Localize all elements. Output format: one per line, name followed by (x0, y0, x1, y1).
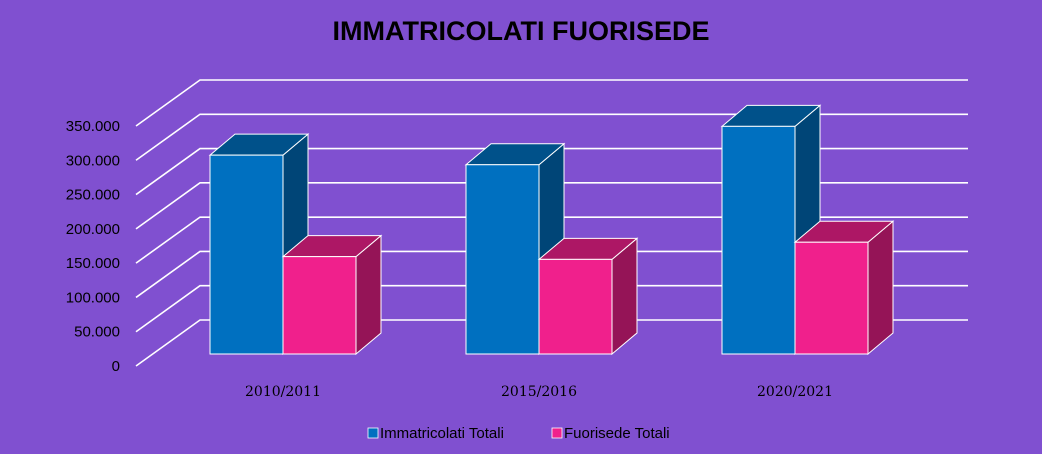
bar (208, 133, 310, 356)
gridline (135, 182, 968, 230)
y-axis-ticks: 0 50.000 100.000 150.000 200.000 250.000 300.0… (66, 118, 120, 375)
bar-front (282, 256, 357, 355)
chart-title: IMMATRICOLATI FUORISEDE (333, 16, 710, 46)
bar-front (209, 154, 284, 355)
gridline (135, 113, 968, 161)
bar (537, 237, 639, 356)
gridline (135, 250, 968, 299)
legend-item: Fuorisede Totali (551, 425, 670, 442)
legend-label: Fuorisede Totali (564, 425, 670, 442)
legend-swatch (367, 427, 379, 439)
y-tick-label: 0 (112, 358, 120, 375)
y-tick-label: 250.000 (66, 187, 120, 204)
bar-front (538, 258, 613, 355)
y-tick-label: 350.000 (66, 118, 120, 135)
bar-front (794, 241, 869, 355)
y-tick-label: 150.000 (66, 255, 120, 272)
x-tick-label: 2010/2011 (245, 384, 321, 400)
gridline (135, 147, 968, 196)
gridline (135, 284, 968, 333)
gridline (135, 216, 968, 264)
y-tick-label: 50.000 (74, 324, 120, 341)
bar-front (465, 164, 540, 355)
bar-front (721, 125, 796, 355)
legend-swatch (551, 427, 563, 439)
bar (793, 220, 895, 356)
gridline (135, 79, 968, 127)
bar-side (867, 220, 894, 356)
gridline (135, 319, 968, 367)
y-tick-label: 100.000 (66, 289, 120, 306)
legend-item: Immatricolati Totali (367, 425, 504, 442)
x-tick-label: 2020/2021 (757, 384, 833, 400)
x-axis-ticks: 2010/2011 2015/2016 2020/2021 (245, 384, 833, 400)
bars (208, 104, 895, 356)
y-tick-label: 200.000 (66, 221, 120, 238)
y-tick-label: 300.000 (66, 152, 120, 169)
bar (281, 234, 383, 356)
legend-label: Immatricolati Totali (380, 425, 504, 442)
x-tick-label: 2015/2016 (501, 384, 577, 400)
gridlines (135, 79, 968, 367)
legend: Immatricolati Totali Fuorisede Totali (367, 425, 670, 442)
